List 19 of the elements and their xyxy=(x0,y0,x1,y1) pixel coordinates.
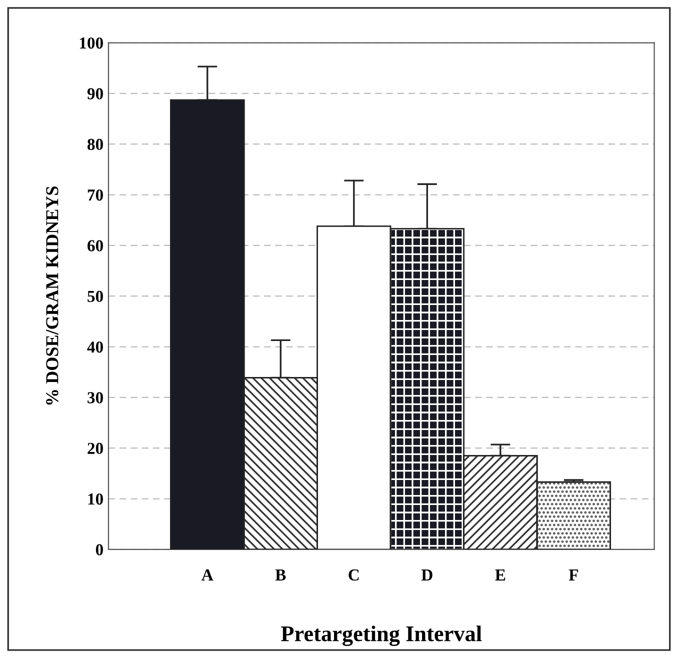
y-tick-label: 100 xyxy=(80,37,103,49)
x-tick-label: F xyxy=(568,570,578,580)
y-tick-label: 30 xyxy=(88,392,103,404)
y-tick-label: 10 xyxy=(88,493,103,505)
y-axis-title: % DOSE/GRAM KIDNEYS xyxy=(46,186,58,405)
y-tick-label: 50 xyxy=(88,290,103,302)
y-tick-label: 0 xyxy=(96,544,103,556)
x-tick-label: E xyxy=(495,570,506,580)
x-tick-label: A xyxy=(202,569,214,580)
y-tick-label: 90 xyxy=(87,88,103,100)
y-tick-label: 80 xyxy=(88,138,103,150)
x-tick-label: C xyxy=(348,569,359,581)
x-tick-label: D xyxy=(421,570,432,580)
x-axis-title: Pretargeting Interval xyxy=(281,626,482,646)
y-tick-label: 70 xyxy=(88,189,103,201)
y-tick-label: 40 xyxy=(87,341,103,353)
y-tick-label: 20 xyxy=(88,442,103,454)
x-tick-label: B xyxy=(275,570,286,580)
y-tick-label: 60 xyxy=(88,240,103,252)
